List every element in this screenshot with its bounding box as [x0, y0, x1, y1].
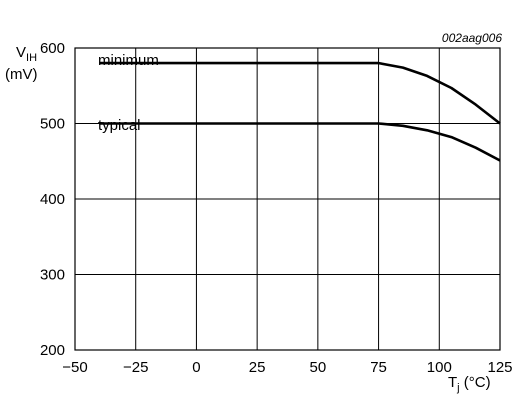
x-tick-label: −50 — [62, 359, 87, 376]
series-lines — [99, 61, 501, 162]
x-tick-label: 25 — [249, 359, 266, 376]
y-tick-label: 300 — [40, 267, 65, 284]
series-label-typical: typical — [98, 117, 141, 134]
x-tick-label: −25 — [123, 359, 148, 376]
y-axis-label: VIH — [16, 44, 37, 64]
grid-lines — [74, 47, 501, 351]
y-axis-unit: (mV) — [5, 66, 38, 83]
x-tick-label: 50 — [310, 359, 327, 376]
y-tick-label: 400 — [40, 191, 65, 208]
x-tick-label: 125 — [487, 359, 512, 376]
series-line-typical — [99, 122, 501, 162]
y-tick-label: 200 — [40, 342, 65, 359]
y-tick-labels: 200 300 400 500 600 — [40, 40, 65, 359]
x-axis-label: Tj (°C) — [448, 374, 491, 394]
series-label-minimum: minimum — [98, 52, 159, 69]
y-tick-label: 500 — [40, 116, 65, 133]
plot-frame — [74, 47, 501, 351]
figure-id: 002aag006 — [442, 31, 502, 45]
x-tick-label: 100 — [427, 359, 452, 376]
x-tick-label: 0 — [192, 359, 200, 376]
series-line-minimum — [99, 61, 501, 125]
x-tick-labels: −50 −25 0 25 50 75 100 125 — [62, 359, 512, 376]
y-tick-label: 600 — [40, 40, 65, 57]
x-tick-label: 75 — [370, 359, 387, 376]
